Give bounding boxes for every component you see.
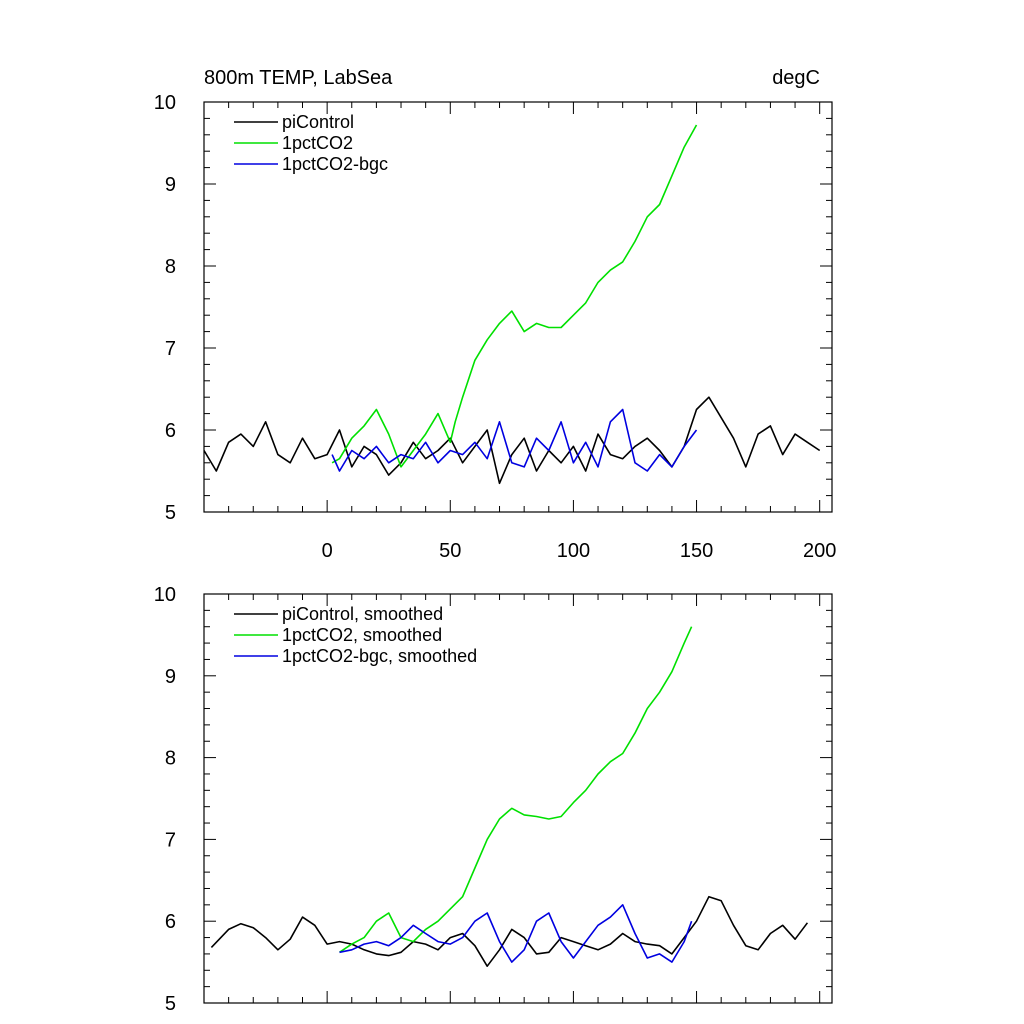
y-tick-label: 8: [165, 256, 176, 278]
legend-label: 1pctCO2-bgc: [282, 154, 388, 174]
y-tick-label: 7: [165, 829, 176, 851]
x-tick-label: 100: [557, 540, 590, 562]
series-line-0: [210, 895, 809, 968]
y-tick-label: 10: [154, 584, 176, 606]
y-tick-label: 10: [154, 92, 176, 114]
x-tick-label: 200: [803, 540, 836, 562]
legend-label: 1pctCO2-bgc, smoothed: [282, 646, 477, 666]
plot-frame: [203, 593, 833, 1004]
y-tick-label: 5: [165, 993, 176, 1015]
x-tick-label: 150: [680, 540, 713, 562]
series-line-2: [331, 408, 698, 472]
y-tick-label: 6: [165, 420, 176, 442]
series-line-1: [339, 626, 693, 953]
y-tick-label: 6: [165, 911, 176, 933]
chart-title: 800m TEMP, LabSea: [204, 67, 393, 89]
series-line-0: [203, 396, 821, 485]
units-label: degC: [772, 67, 820, 89]
series-line-2: [339, 903, 693, 963]
plot-frame: [203, 101, 833, 513]
y-tick-label: 8: [165, 748, 176, 770]
y-tick-label: 9: [165, 174, 176, 196]
series-line-1: [331, 124, 698, 468]
legend-label: piControl: [282, 112, 354, 132]
x-tick-label: 0: [322, 540, 333, 562]
legend-label: 1pctCO2: [282, 133, 353, 153]
x-tick-label: 50: [439, 540, 461, 562]
legend-label: 1pctCO2, smoothed: [282, 625, 442, 645]
legend-label: piControl, smoothed: [282, 604, 443, 624]
y-tick-label: 7: [165, 338, 176, 360]
y-tick-label: 9: [165, 666, 176, 688]
y-tick-label: 5: [165, 502, 176, 524]
